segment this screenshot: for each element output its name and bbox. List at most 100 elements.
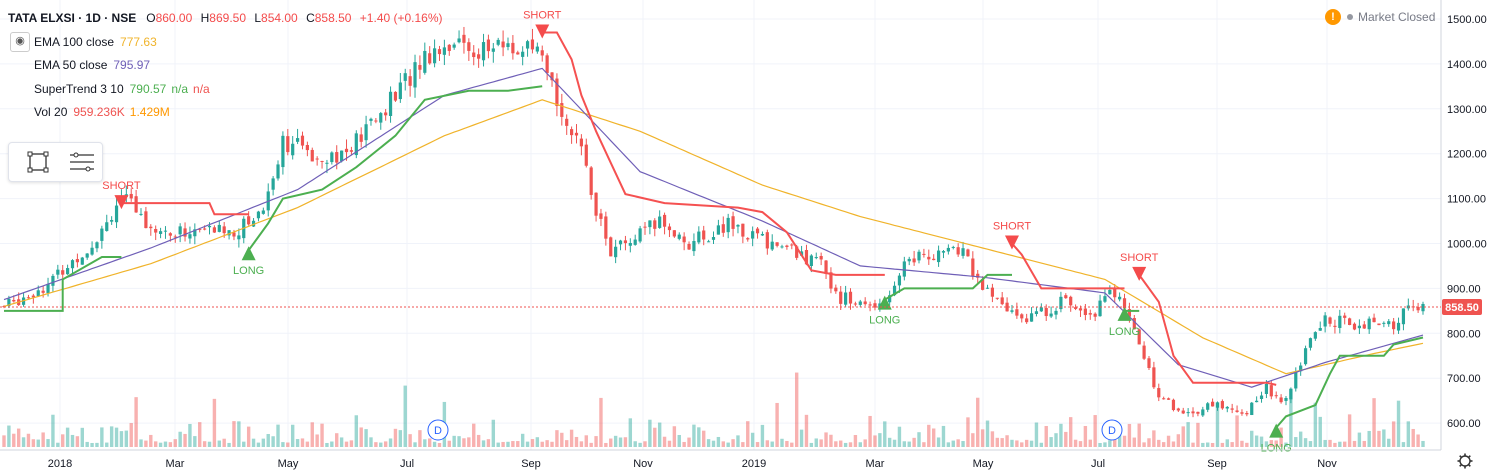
candle-body [139, 213, 143, 215]
volume-bar [829, 434, 833, 447]
candle-body [707, 241, 711, 243]
volume-bar [501, 441, 505, 447]
volume-bar [1059, 423, 1063, 447]
eye-icon[interactable]: ◉ [10, 32, 30, 52]
long-signal-label: LONG [1109, 326, 1140, 338]
symbol-title[interactable]: TATA ELXSI · 1D · NSE [8, 11, 137, 25]
candle-body [1020, 314, 1024, 319]
candle-body [168, 233, 172, 236]
candle-body [804, 250, 809, 265]
candle-body [888, 295, 892, 303]
candle-body [917, 251, 921, 261]
dividend-icon-letter: D [1108, 425, 1116, 437]
volume-bar [31, 439, 36, 447]
legend-ema50[interactable]: EMA 50 close 795.97 [34, 58, 151, 72]
y-tick-label: 700.00 [1447, 373, 1481, 385]
candle-body [403, 73, 407, 81]
candle-body [702, 230, 706, 240]
rectangle-tool-icon[interactable] [23, 147, 53, 177]
volume-bar [584, 435, 588, 447]
candle-body [1098, 300, 1102, 317]
volume-bar [1411, 428, 1415, 447]
volume-bar [242, 441, 246, 447]
volume-bar [1416, 434, 1420, 447]
legend-supertrend[interactable]: SuperTrend 3 10 790.57 n/a n/a [34, 81, 210, 96]
long-signal-marker [1269, 423, 1284, 438]
candle-body [1201, 409, 1205, 416]
candle-body [188, 234, 192, 239]
candle-body [662, 214, 667, 227]
candle-body [1387, 321, 1391, 325]
legend-ema100[interactable]: EMA 100 close 777.63 [34, 34, 157, 49]
volume-bar [95, 442, 99, 447]
candle-body [1171, 399, 1176, 411]
settings-gear-icon[interactable] [1457, 453, 1473, 469]
volume-bar [398, 430, 403, 447]
candle-body [1259, 395, 1264, 400]
candle-body [692, 241, 696, 252]
volume-bar [1083, 425, 1088, 447]
volume-bar [1044, 425, 1048, 447]
volume-bar [506, 441, 510, 447]
candle-body [237, 235, 241, 240]
candle-body [364, 124, 368, 141]
candle-body [457, 38, 461, 43]
volume-bar [496, 442, 500, 447]
volume-bar [799, 429, 804, 447]
candle-body [7, 298, 11, 307]
volume-bar [1391, 421, 1396, 447]
volume-bar [75, 436, 80, 447]
short-signal-label: SHORT [523, 9, 562, 21]
candle-body [61, 270, 65, 275]
candle-body [574, 132, 579, 136]
candle-body [100, 228, 104, 241]
volume-bar [124, 430, 129, 447]
candle-body [809, 255, 813, 266]
volume-bar [540, 441, 544, 447]
volume-bar [511, 441, 515, 447]
volume-bar [56, 442, 60, 447]
candle-body [521, 51, 525, 57]
volume-bar [1338, 441, 1342, 447]
volume-bar [129, 423, 133, 447]
long-signal-label: LONG [1261, 443, 1292, 455]
open-value: 860.00 [155, 11, 193, 25]
volume-bar [114, 427, 119, 447]
volume-bar [1113, 438, 1117, 447]
volume-bar [609, 438, 613, 447]
long-signal-label: LONG [233, 265, 264, 277]
market-status: ! Market Closed [1325, 9, 1435, 25]
volume-bar [281, 442, 285, 447]
dividend-icon[interactable] [427, 419, 449, 441]
candle-body [1396, 322, 1401, 331]
volume-bar [1108, 440, 1112, 447]
volume-bar [1024, 439, 1029, 447]
candle-body [604, 216, 608, 239]
volume-bar [560, 432, 564, 447]
candle-body [1118, 296, 1122, 300]
candle-body [1127, 309, 1132, 317]
volume-bar [423, 439, 427, 447]
candle-body [1083, 308, 1087, 316]
volume-bar [139, 439, 143, 447]
volume-bar [1196, 422, 1200, 447]
candle-body [1284, 398, 1288, 401]
menu-lines-icon[interactable] [67, 147, 97, 177]
volume-bar [750, 432, 755, 447]
candle-body [1162, 398, 1166, 400]
supertrend-up-line [1275, 336, 1424, 429]
candle-body [1034, 311, 1039, 315]
warning-icon[interactable]: ! [1325, 9, 1341, 25]
candle-body [56, 269, 60, 275]
legend-volume[interactable]: Vol 20 959.236K 1.429M [34, 105, 170, 119]
volume-bar [1215, 402, 1220, 447]
gear-tooth [1467, 463, 1471, 467]
candle-body [1137, 329, 1141, 345]
y-tick-label: 1400.00 [1447, 59, 1487, 71]
dividend-icon[interactable] [1101, 419, 1123, 441]
candle-body [1166, 398, 1171, 400]
volume-bar [1103, 442, 1107, 447]
candle-body [751, 231, 755, 239]
